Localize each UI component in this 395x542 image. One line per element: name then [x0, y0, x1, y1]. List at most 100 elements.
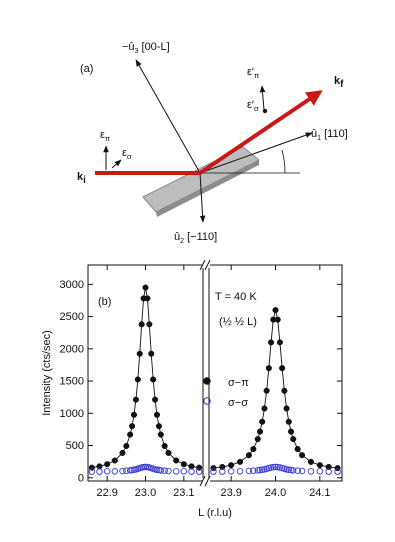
data-point — [274, 463, 281, 471]
label-subscript: π — [254, 71, 259, 80]
label-subscript: σ — [254, 104, 259, 113]
data-point — [316, 462, 323, 469]
polarization-arrow — [259, 85, 266, 111]
label-suffix: [00-L] — [138, 41, 169, 53]
panel-label: (a) — [80, 63, 93, 75]
sample-surface — [142, 146, 260, 213]
legend-marker — [203, 397, 211, 405]
axis-break-gap — [202, 478, 210, 484]
label-subscript: 1 — [317, 135, 321, 142]
data-point — [172, 468, 180, 475]
y-tick-label: 0 — [78, 472, 84, 484]
data-point — [150, 376, 157, 383]
y-tick-label: 2500 — [60, 311, 84, 323]
label-text: k — [77, 171, 84, 183]
data-point — [161, 442, 168, 450]
data-point — [250, 467, 257, 474]
y-axis-label: Intensity (cts/sec) — [41, 330, 53, 416]
data-point — [270, 463, 277, 471]
data-point — [103, 468, 111, 475]
data-point — [227, 468, 235, 475]
x-tick-label: 23.1 — [173, 487, 194, 499]
data-point — [334, 468, 341, 475]
data-point — [287, 428, 295, 435]
data-point — [289, 467, 297, 474]
data-point — [259, 418, 266, 425]
label-suffix: [110] — [321, 128, 348, 140]
fit-line — [91, 287, 200, 469]
data-point — [165, 467, 172, 475]
data-point — [144, 295, 151, 302]
y-tick-label: 1000 — [60, 408, 84, 420]
data-point — [254, 467, 262, 474]
outgoing-beam — [198, 90, 323, 175]
data-point — [111, 468, 119, 475]
data-point — [274, 316, 281, 323]
data-point — [307, 468, 315, 475]
label-text: û — [174, 231, 180, 243]
label-subscript: i — [83, 175, 86, 186]
data-point — [272, 307, 279, 314]
label: επ — [100, 129, 110, 143]
angle-arc — [281, 149, 286, 174]
legend-marker — [203, 377, 211, 385]
x-tick-label: 22.9 — [96, 487, 117, 499]
data-point — [294, 467, 301, 474]
label-subscript: 2 — [180, 238, 184, 245]
y-tick-label: 3000 — [60, 279, 84, 291]
label-text: ε — [122, 147, 127, 159]
data-point — [157, 467, 165, 474]
data-point — [210, 468, 217, 475]
data-point — [155, 423, 162, 430]
axis-break-mark — [199, 475, 206, 487]
annotation: T = 40 K — [215, 291, 257, 303]
data-point — [268, 339, 275, 346]
label: ki — [77, 171, 86, 186]
data-point — [236, 458, 244, 465]
data-point — [123, 442, 130, 450]
y-tick-label: 1500 — [60, 376, 84, 388]
data-point — [261, 405, 268, 412]
data-point — [132, 396, 139, 403]
label: −û3 [00-L] — [122, 41, 170, 55]
label-text: −û — [122, 41, 135, 53]
data-point — [236, 468, 244, 475]
u2-axis — [199, 172, 206, 223]
legend-label: σ−σ — [228, 397, 248, 409]
label-subscript: π — [105, 134, 110, 143]
diagram — [95, 59, 323, 223]
label-subscript: 3 — [135, 48, 139, 55]
data-point — [173, 457, 180, 464]
polarization-dot — [262, 108, 268, 114]
data-point — [134, 376, 141, 383]
data-point — [281, 387, 288, 394]
data-point — [267, 464, 275, 471]
data-point — [325, 463, 332, 470]
data-point — [119, 467, 126, 475]
data-point — [96, 463, 103, 470]
data-point — [180, 461, 187, 468]
x-tick-label: 24.0 — [265, 487, 286, 499]
data-point — [290, 436, 297, 443]
data-point — [285, 418, 292, 425]
x-axis-label: L (r.l.u) — [198, 507, 232, 519]
label-subscript: f — [340, 79, 344, 90]
label-text: ε′ — [247, 99, 254, 111]
legend-label: σ−π — [228, 377, 249, 389]
data-point — [188, 468, 195, 475]
data-point — [299, 452, 306, 459]
data-point — [325, 468, 332, 475]
chart: 0 500 1000 1500 2000 2500 3000 22.9 23.0 23.1 23.9… — [41, 259, 343, 519]
data-point — [245, 452, 252, 459]
u1-axis — [199, 132, 313, 174]
data-point — [180, 468, 188, 475]
label-text: ε — [100, 129, 105, 141]
y-tick-label: 500 — [66, 440, 84, 452]
panel-label: (b) — [98, 296, 111, 308]
label: ε′π — [247, 66, 259, 80]
polarization-arrow — [111, 159, 122, 169]
data-point — [130, 411, 138, 418]
data-point — [250, 446, 257, 453]
data-point — [161, 467, 168, 474]
